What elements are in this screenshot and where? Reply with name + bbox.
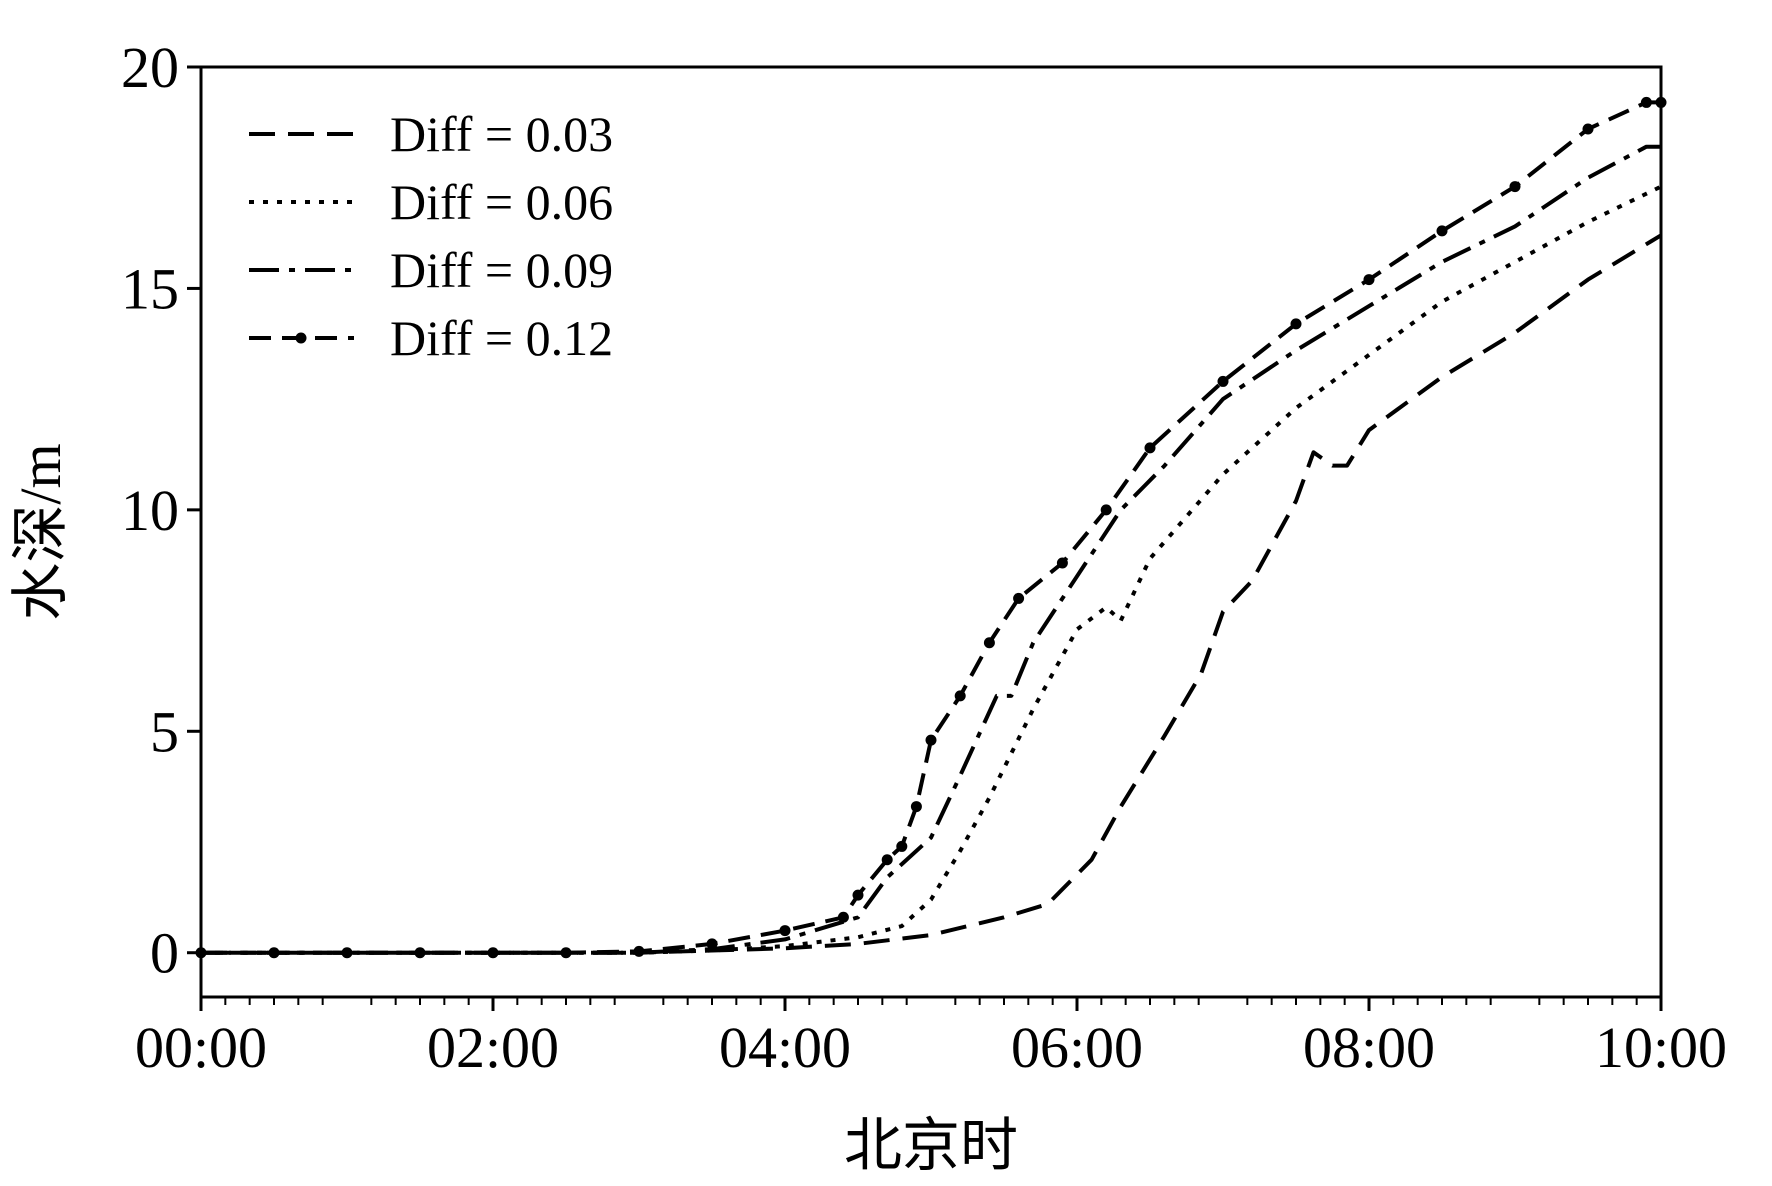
x-axis-label: 北京时 (844, 1113, 1018, 1178)
series-4-marker (1582, 123, 1594, 135)
series-4-marker (1056, 557, 1068, 569)
series-4-marker (1290, 318, 1302, 330)
series-4-marker (268, 947, 280, 959)
series-4-marker (881, 854, 893, 866)
series-4-marker (779, 925, 791, 937)
legend-label-2: Diff = 0.06 (390, 174, 613, 230)
y-tick-label: 5 (150, 699, 179, 764)
y-tick-label: 15 (121, 256, 179, 321)
series-4-marker (1509, 181, 1521, 193)
x-tick-label: 04:00 (719, 1015, 851, 1080)
series-layer (195, 96, 1667, 959)
y-axis-label: 水深/m (8, 443, 73, 620)
series-4-marker (560, 947, 572, 959)
series-4-marker (1363, 274, 1375, 286)
series-4-marker (925, 734, 937, 746)
legend-marker-4 (295, 332, 307, 344)
legend-label-1: Diff = 0.03 (390, 106, 613, 162)
legend: Diff = 0.03 Diff = 0.06 Diff = 0.09 Diff = … (249, 106, 613, 366)
axes-layer: 00:00 02:00 04:00 06:00 08:00 10:00 0 5 10 15 20 (121, 35, 1727, 1080)
series-4-marker (341, 947, 353, 959)
x-tick-label: 02:00 (427, 1015, 559, 1080)
series-4-marker (954, 690, 966, 702)
series-line-4 (201, 100, 1661, 955)
series-4-marker (706, 938, 718, 950)
series-4-marker (896, 840, 908, 852)
series-4-marker (852, 889, 864, 901)
x-tick-label: 06:00 (1011, 1015, 1143, 1080)
legend-label-4: Diff = 0.12 (390, 310, 613, 366)
series-line-1 (201, 233, 1663, 955)
y-tick-label: 10 (121, 478, 179, 543)
series-4-marker (1013, 592, 1025, 604)
series-line-3 (201, 144, 1661, 955)
series-4-marker (1217, 375, 1229, 387)
x-tick-label: 10:00 (1595, 1015, 1727, 1080)
series-4-marker (1640, 96, 1652, 108)
series-4-marker (983, 637, 995, 649)
series-4-marker (910, 801, 922, 813)
y-tick-label: 20 (121, 35, 179, 100)
series-4-marker (1100, 504, 1112, 516)
series-4-marker (633, 945, 645, 957)
x-tick-label: 00:00 (135, 1015, 267, 1080)
series-4-marker (1655, 96, 1667, 108)
series-4-marker (1436, 225, 1448, 237)
series-4-marker (837, 911, 849, 923)
y-tick-label: 0 (150, 921, 179, 986)
plot-frame (199, 65, 1663, 999)
series-4-marker (414, 947, 426, 959)
series-4-marker (487, 947, 499, 959)
legend-label-3: Diff = 0.09 (390, 242, 613, 298)
series-4-marker (1144, 442, 1156, 454)
x-tick-label: 08:00 (1303, 1015, 1435, 1080)
series-line-2 (201, 184, 1662, 955)
